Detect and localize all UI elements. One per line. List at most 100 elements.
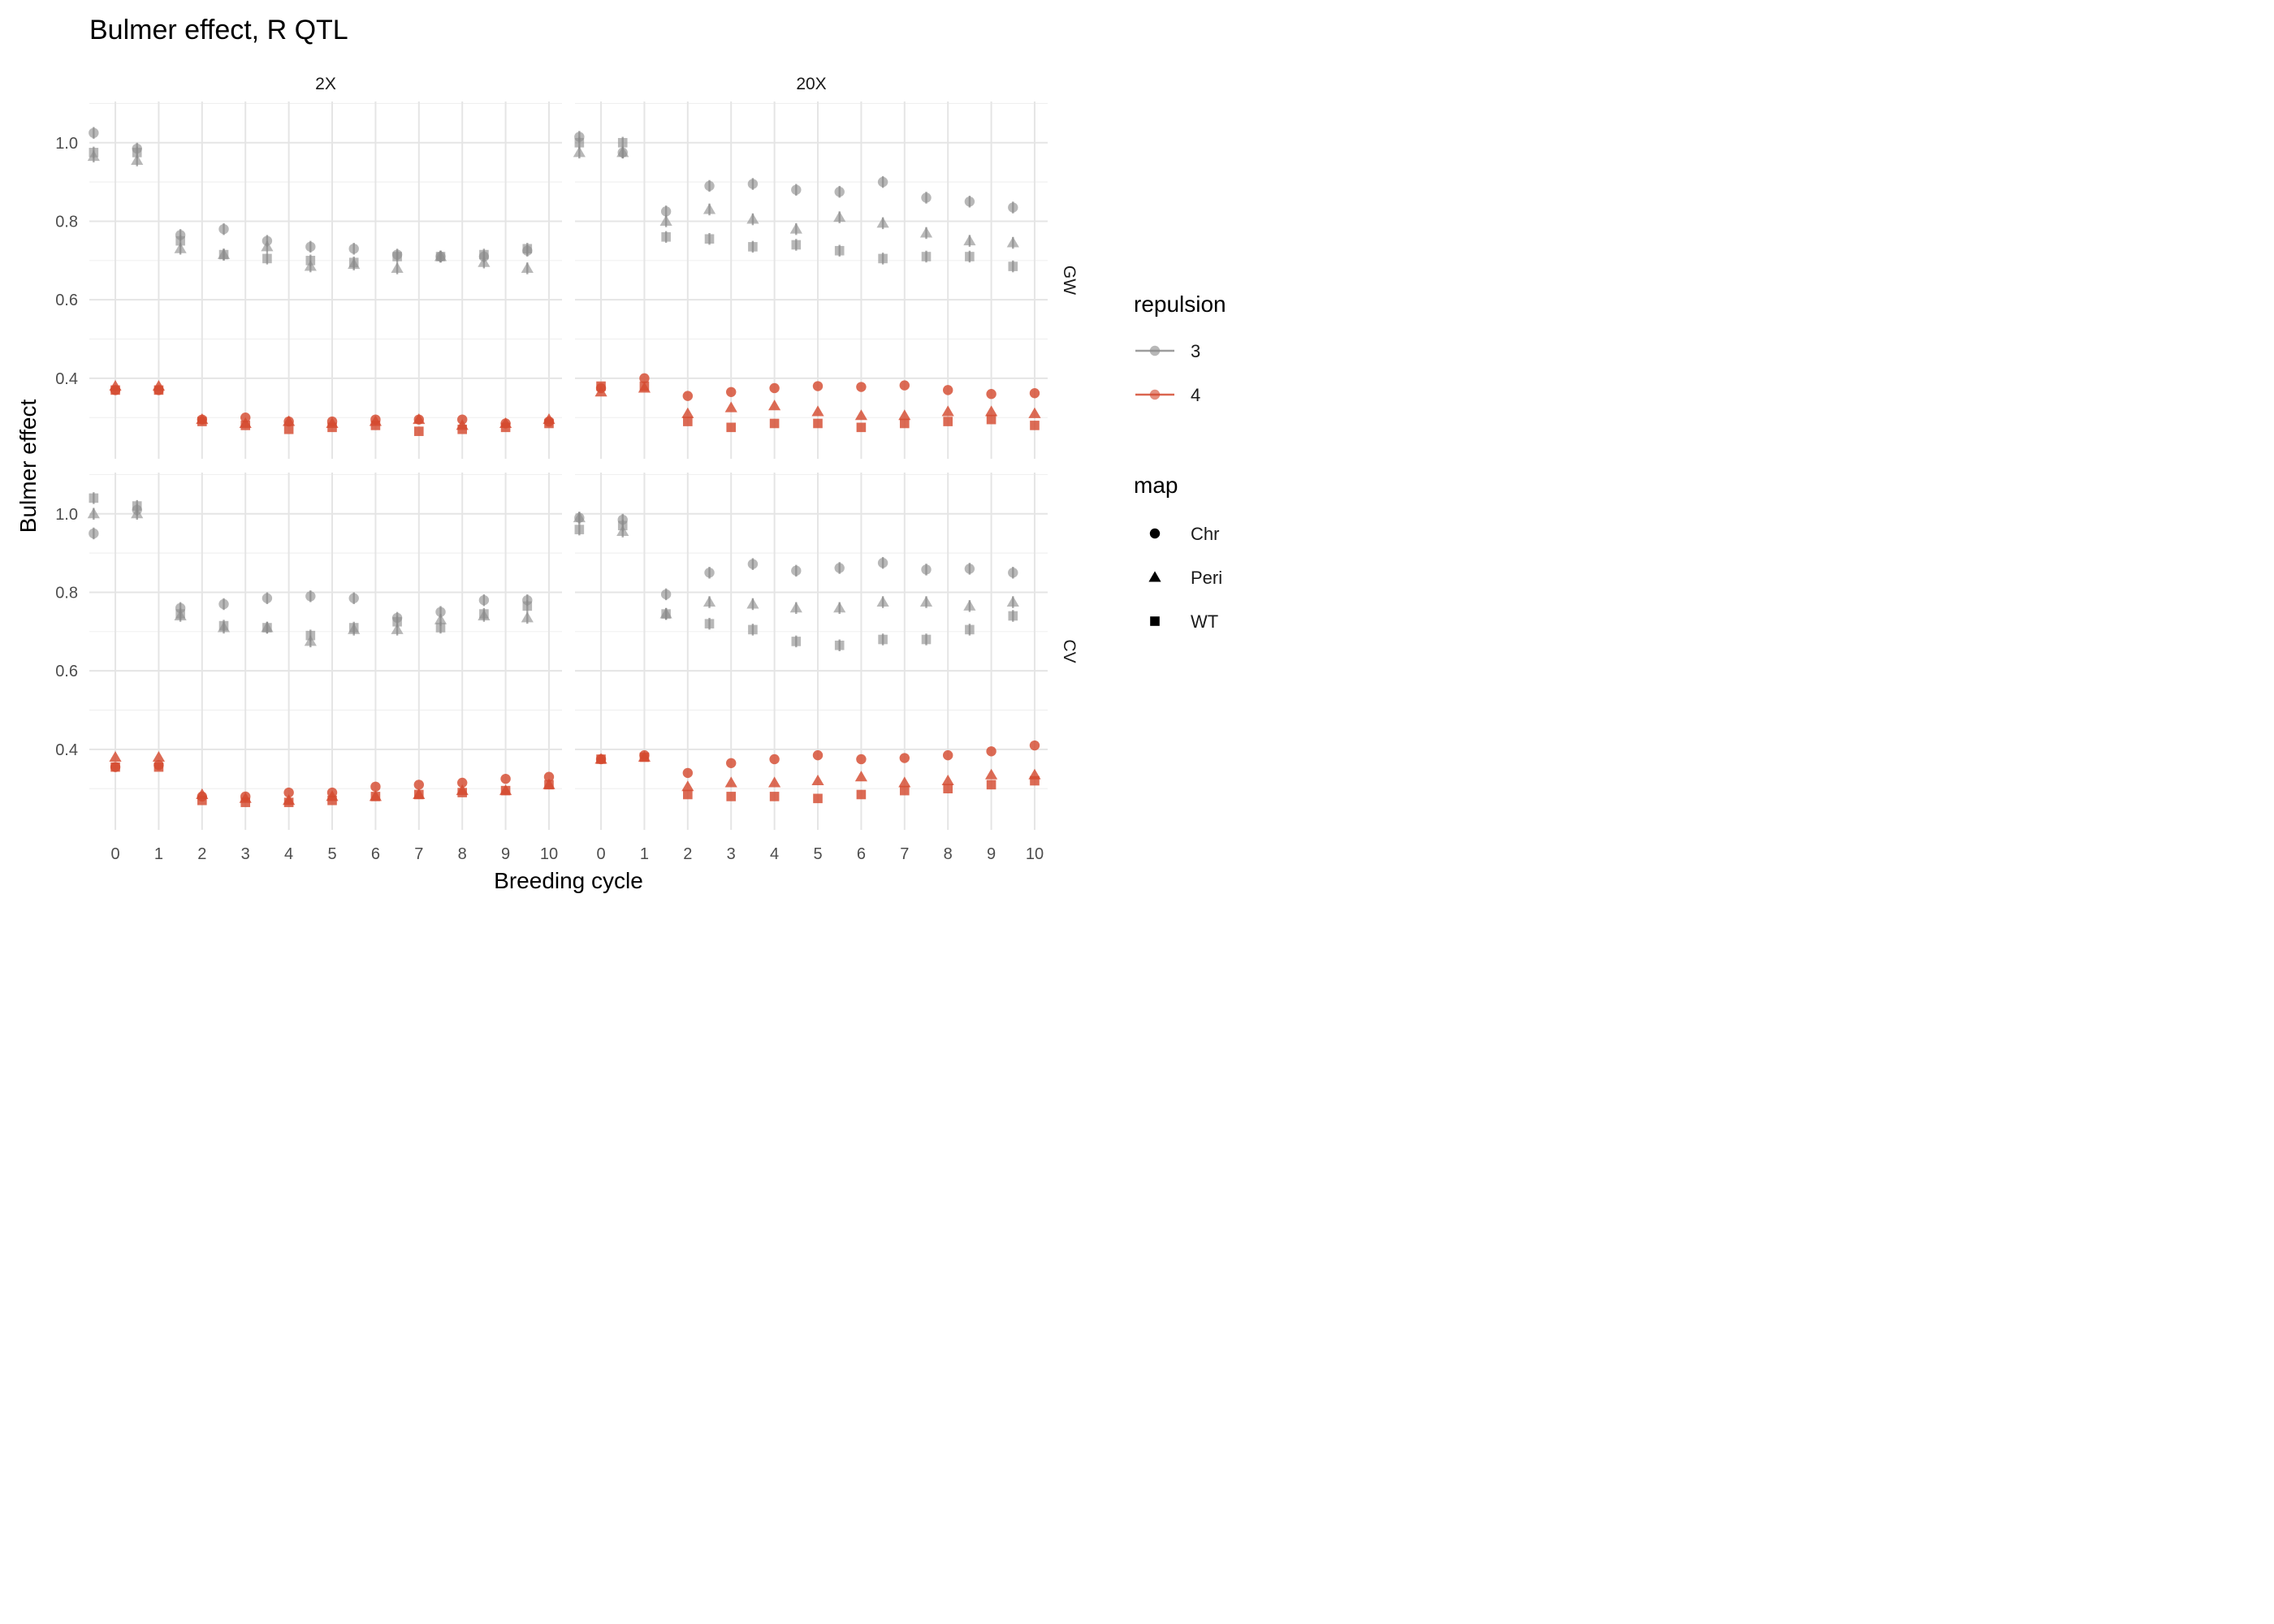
data-point	[639, 752, 650, 762]
data-point	[921, 634, 932, 645]
data-point	[175, 609, 185, 619]
data-point	[899, 418, 910, 429]
data-point	[856, 789, 867, 800]
data-point	[878, 253, 888, 264]
data-point	[876, 217, 889, 228]
x-tick-label: 10	[1026, 845, 1044, 863]
data-point	[87, 508, 100, 519]
data-point	[748, 624, 758, 635]
data-point	[574, 137, 585, 148]
data-point	[813, 418, 823, 429]
data-point	[413, 780, 424, 790]
data-point	[703, 595, 716, 607]
data-point	[479, 249, 489, 260]
data-point	[639, 373, 650, 384]
data-point	[500, 785, 511, 796]
x-tick-label: 8	[944, 845, 953, 863]
data-point	[899, 380, 910, 391]
legend-title-map: map	[1134, 473, 1178, 498]
data-point	[1030, 421, 1040, 430]
data-point	[596, 754, 606, 764]
data-point	[1008, 261, 1018, 271]
legend-label: WT	[1191, 611, 1218, 632]
data-point	[391, 261, 404, 273]
data-point	[681, 407, 694, 418]
x-tick-label: 6	[371, 845, 380, 863]
data-point	[131, 508, 144, 519]
data-point	[392, 252, 402, 261]
data-point	[283, 424, 294, 434]
series-rep3-wt	[574, 136, 1018, 273]
data-point	[811, 774, 824, 786]
data-point	[812, 381, 824, 391]
y-tick-label: 0.6	[55, 663, 78, 680]
data-point	[748, 242, 758, 252]
data-point	[413, 789, 424, 800]
data-point	[457, 788, 467, 797]
data-point	[986, 746, 996, 757]
legend-key-shape	[1149, 528, 1161, 539]
data-point	[616, 146, 629, 158]
data-point	[544, 780, 554, 790]
data-point	[812, 749, 824, 761]
data-point	[942, 749, 953, 761]
data-point	[435, 623, 446, 633]
data-point	[789, 222, 802, 234]
series-rep3-wt	[89, 492, 533, 641]
data-point	[1006, 595, 1019, 607]
data-point	[833, 211, 846, 222]
data-point	[305, 591, 316, 602]
x-tick-label: 2	[197, 845, 206, 863]
data-point	[240, 797, 251, 807]
data-point	[218, 620, 229, 631]
data-point	[703, 203, 716, 214]
data-point	[877, 176, 888, 188]
data-point	[683, 789, 693, 800]
data-point	[986, 389, 996, 400]
data-point	[984, 405, 998, 417]
data-point	[704, 568, 715, 578]
data-point	[500, 773, 511, 784]
data-point	[834, 245, 845, 256]
y-tick-label: 0.8	[55, 213, 78, 231]
data-point	[262, 623, 272, 633]
data-point	[543, 771, 555, 782]
data-point	[370, 781, 381, 793]
data-point	[197, 417, 207, 426]
data-point	[522, 601, 533, 611]
data-point	[791, 565, 802, 577]
data-point	[681, 780, 694, 792]
panel-20x-gw	[573, 131, 1041, 433]
data-point	[89, 127, 99, 138]
data-point	[856, 754, 867, 765]
data-point	[89, 148, 99, 158]
chart-title: Bulmer effect, R QTL	[89, 15, 348, 45]
data-point	[639, 381, 650, 391]
data-point	[262, 253, 272, 264]
data-point	[262, 593, 273, 603]
data-point	[965, 252, 975, 261]
data-point	[964, 564, 975, 574]
y-axis-title: Bulmer effect	[15, 400, 41, 533]
data-point	[726, 758, 737, 769]
data-point	[175, 235, 185, 246]
data-point	[660, 206, 672, 217]
facet-row-label: CV	[1060, 639, 1079, 663]
data-point	[724, 776, 737, 788]
data-point	[1008, 202, 1018, 213]
data-point	[240, 421, 251, 430]
data-point	[152, 750, 166, 762]
x-tick-label: 10	[540, 845, 558, 863]
legend-title-repulsion: repulsion	[1134, 292, 1226, 317]
data-point	[854, 771, 868, 782]
data-point	[941, 405, 954, 417]
data-point	[283, 415, 296, 426]
data-point	[878, 634, 888, 645]
data-point	[791, 184, 802, 195]
legend-label: 4	[1191, 385, 1200, 405]
data-point	[521, 261, 534, 273]
y-tick-label: 0.4	[55, 741, 78, 759]
series-rep4-wt	[596, 381, 1040, 433]
data-point	[876, 595, 889, 607]
x-tick-label: 1	[640, 845, 649, 863]
